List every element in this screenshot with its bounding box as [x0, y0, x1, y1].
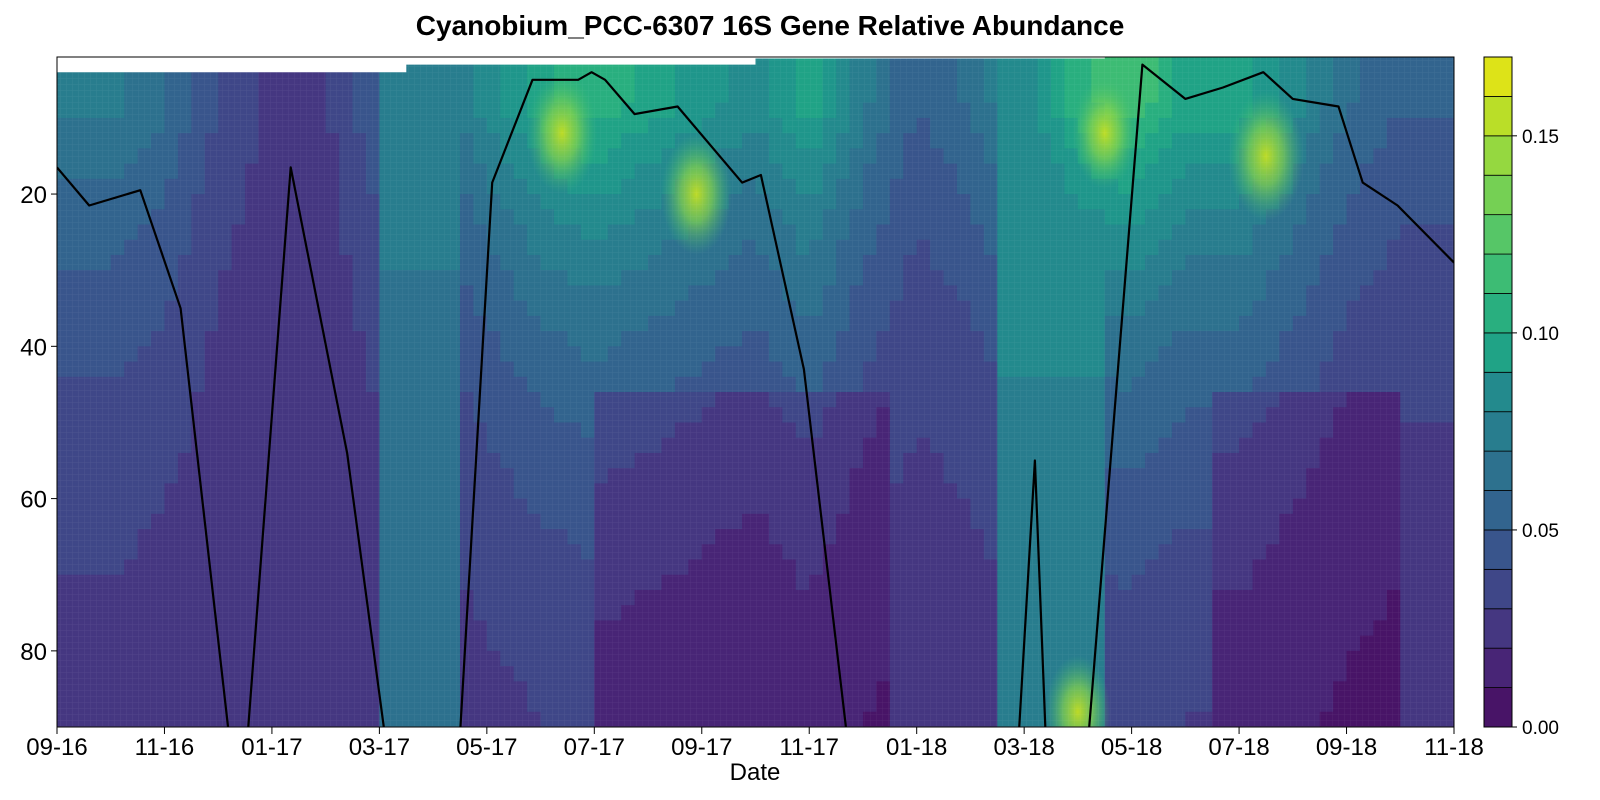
colorbar-level	[1483, 135, 1513, 176]
x-tick-label: 05-18	[1101, 734, 1162, 761]
x-tick-label: 03-17	[349, 734, 410, 761]
y-axis: 20 40 60 80	[20, 182, 57, 666]
colorbar-frame	[1483, 56, 1513, 728]
series-line	[57, 63, 1454, 727]
heatmap-texture	[57, 57, 1454, 727]
x-tick-label: 03-18	[993, 734, 1054, 761]
colorbar-level	[1483, 332, 1513, 373]
colorbar-level	[1483, 56, 1513, 97]
x-tick-label: 11-16	[135, 734, 195, 761]
x-tick-label: 09-16	[26, 734, 87, 761]
colorbar-tick-label: 0.15	[1522, 127, 1559, 148]
x-axis-title: Date	[730, 759, 781, 786]
colorbar-level	[1483, 568, 1513, 610]
x-tick-label: 05-17	[456, 734, 517, 761]
colorbar-tick-label: 0.10	[1522, 324, 1559, 345]
y-tick-label: 80	[20, 639, 47, 666]
colorbar-level	[1483, 293, 1513, 334]
x-tick-label: 01-18	[886, 734, 947, 761]
plot-frame	[56, 56, 1455, 728]
x-tick-label: 11-18	[1424, 734, 1484, 761]
y-tick-label: 20	[20, 182, 47, 209]
y-tick-label: 40	[20, 334, 47, 361]
unsampled-surface-area	[57, 49, 1454, 73]
x-tick-label: 11-17	[779, 734, 839, 761]
x-tick-label: 01-17	[241, 734, 302, 761]
colorbar-level	[1483, 174, 1513, 216]
y-tick-label: 60	[20, 487, 47, 514]
colorbar-level	[1483, 687, 1513, 728]
x-tick-label: 07-18	[1208, 734, 1269, 761]
colorbar-level	[1483, 96, 1513, 137]
colorbar-tick-label: 0.00	[1522, 718, 1559, 739]
x-axis: 09-16 11-16 01-17 03-17 05-17 07-17 09-17 11-17…	[26, 727, 1484, 761]
colorbar-level	[1483, 647, 1513, 688]
colorbar-level	[1483, 450, 1513, 491]
colorbar-level	[1483, 371, 1513, 413]
chart-title: Cyanobium_PCC-6307 16S Gene Relative Abu…	[415, 10, 1125, 41]
colorbar-level	[1483, 529, 1513, 570]
colorbar-tick-label: 0.05	[1522, 521, 1559, 542]
mixed-layer-depth-line	[57, 63, 1454, 727]
colorbar-level	[1483, 608, 1513, 649]
colorbar-level	[1483, 411, 1513, 452]
colorbar: 0.00 0.05 0.10 0.15	[1483, 56, 1559, 739]
x-tick-label: 09-18	[1316, 734, 1377, 761]
colorbar-level	[1483, 214, 1513, 255]
colorbar-level	[1483, 253, 1513, 294]
x-tick-label: 07-17	[564, 734, 625, 761]
surface-mask	[57, 49, 1454, 73]
colorbar-level	[1483, 490, 1513, 531]
x-tick-label: 09-17	[671, 734, 732, 761]
